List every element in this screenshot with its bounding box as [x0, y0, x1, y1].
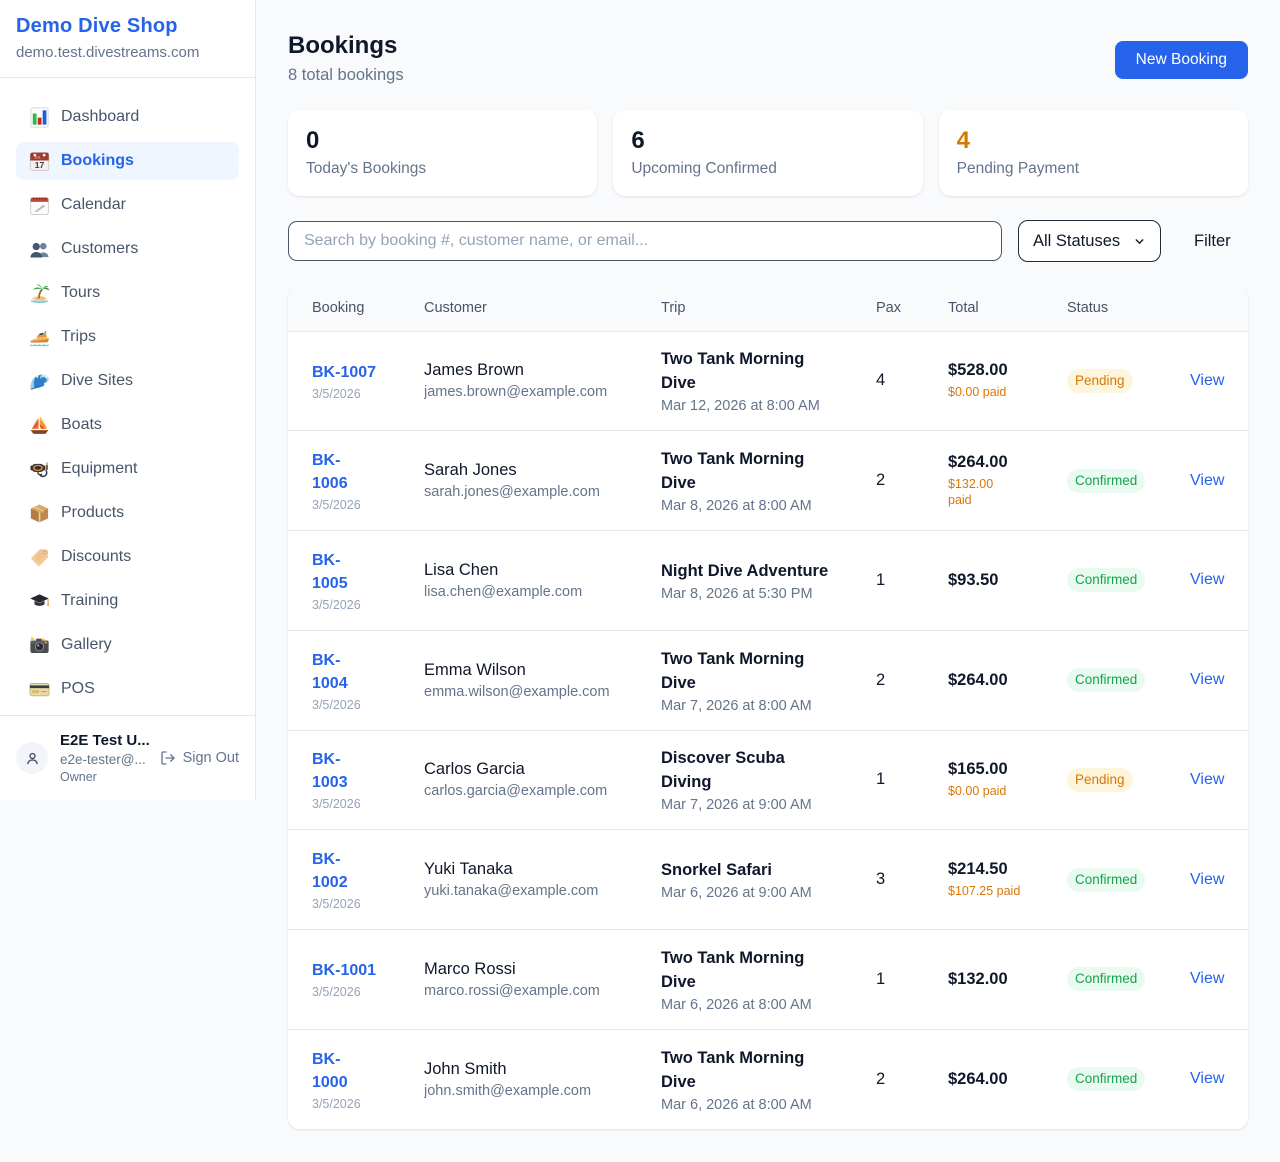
svg-text:JUL: JUL [34, 155, 42, 159]
svg-text:17: 17 [35, 160, 45, 170]
